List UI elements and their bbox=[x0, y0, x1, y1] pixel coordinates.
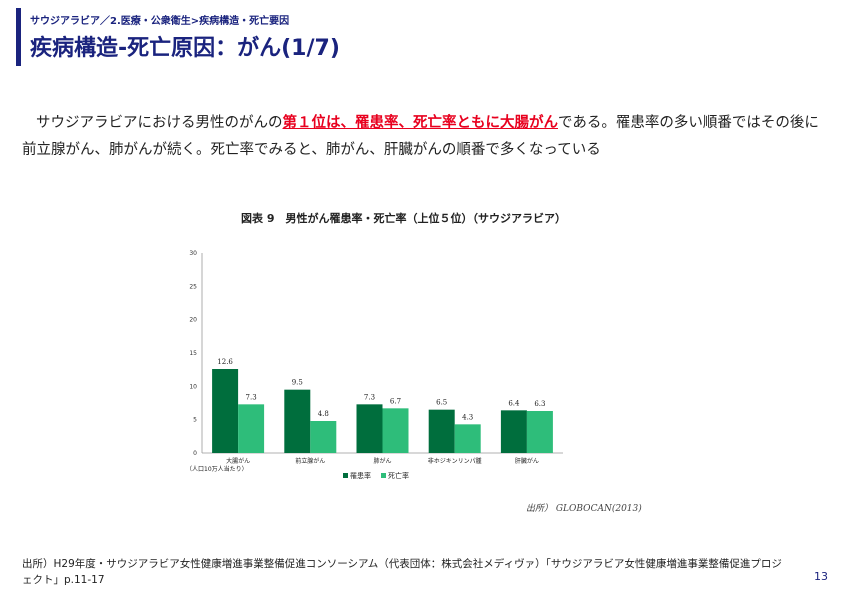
legend-label-mortality: 死亡率 bbox=[388, 471, 409, 480]
y-tick-label: 15 bbox=[189, 350, 197, 357]
bar-mortality bbox=[238, 404, 265, 453]
page-number: 13 bbox=[814, 570, 828, 583]
data-label: 9.5 bbox=[292, 379, 303, 387]
data-label-group: 12.6 7.3 9.5 4.8 7.3 6.7 6.5 4.3 6.4 6.3 bbox=[217, 358, 545, 421]
data-label: 4.3 bbox=[462, 413, 473, 421]
body-text-highlight: 第１位は、罹患率、死亡率ともに大腸がん bbox=[282, 115, 559, 131]
y-tick-label: 10 bbox=[189, 383, 197, 390]
bar-mortality bbox=[526, 411, 553, 453]
page-title: 疾病構造-死亡原因：がん(1/7) bbox=[30, 36, 340, 61]
bar-incidence bbox=[284, 389, 311, 453]
body-text-after: である。罹患率の多い順番ではその後に前立腺がん、肺がんが続く。死亡率でみると、肺… bbox=[22, 115, 819, 158]
bar-group bbox=[212, 369, 553, 453]
chart-source: 出所） GLOBOCAN(2013) bbox=[526, 503, 642, 514]
bar-incidence bbox=[428, 409, 455, 453]
category-label: 肺がん bbox=[373, 457, 391, 465]
category-label: 大腸がん bbox=[226, 457, 250, 465]
bar-mortality bbox=[382, 408, 409, 453]
chart-title: 図表 9 男性がん罹患率・死亡率（上位５位）（サウジアラビア） bbox=[241, 211, 566, 225]
title-accent-bar bbox=[16, 8, 21, 66]
data-label: 6.4 bbox=[508, 399, 520, 407]
category-label-group: 大腸がん 前立腺がん 肺がん 非ホジキンリンパ腫 肝臓がん bbox=[226, 457, 539, 465]
category-label: 前立腺がん bbox=[295, 457, 325, 465]
bar-mortality bbox=[310, 421, 337, 453]
y-tick-labels: 0 5 10 15 20 25 30 bbox=[189, 250, 197, 457]
y-tick-label: 5 bbox=[193, 417, 197, 424]
breadcrumb: サウジアラビア／2.医療・公衆衛生>疾病構造・死亡要因 bbox=[30, 16, 290, 27]
data-label: 4.8 bbox=[318, 410, 329, 418]
y-tick-label: 25 bbox=[189, 283, 197, 290]
legend-swatch-mortality bbox=[381, 473, 386, 478]
data-label: 7.3 bbox=[246, 393, 257, 401]
bar-incidence bbox=[356, 404, 383, 453]
unit-note: （人口10万人当たり） bbox=[186, 465, 248, 473]
category-label: 肝臓がん bbox=[515, 457, 539, 465]
body-paragraph: サウジアラビアにおける男性のがんの第１位は、罹患率、死亡率ともに大腸がんである。… bbox=[22, 110, 822, 164]
data-label: 6.5 bbox=[436, 399, 447, 407]
legend: 罹患率 死亡率 bbox=[343, 471, 409, 480]
cancer-chart-figure: 図表 9 男性がん罹患率・死亡率（上位５位）（サウジアラビア） 0 5 10 15 20… bbox=[178, 200, 658, 525]
data-label: 6.7 bbox=[390, 397, 401, 405]
data-label: 6.3 bbox=[534, 400, 545, 408]
y-tick-label: 20 bbox=[189, 317, 197, 324]
category-label: 非ホジキンリンパ腫 bbox=[428, 457, 482, 465]
body-text-before: サウジアラビアにおける男性のがんの bbox=[36, 115, 283, 131]
data-label: 7.3 bbox=[364, 393, 375, 401]
chart-svg: 図表 9 男性がん罹患率・死亡率（上位５位）（サウジアラビア） 0 5 10 15 20… bbox=[186, 211, 642, 514]
data-label: 12.6 bbox=[217, 358, 233, 366]
bar-incidence bbox=[212, 369, 239, 453]
legend-label-incidence: 罹患率 bbox=[350, 471, 371, 480]
footnote-source: 出所）H29年度・サウジアラビア女性健康増進事業整備促進コンソーシアム（代表団体… bbox=[22, 558, 782, 586]
y-tick-label: 0 bbox=[193, 450, 197, 457]
y-tick-label: 30 bbox=[189, 250, 197, 257]
bar-mortality bbox=[454, 424, 481, 453]
bar-incidence bbox=[500, 410, 527, 453]
legend-swatch-incidence bbox=[343, 473, 348, 478]
